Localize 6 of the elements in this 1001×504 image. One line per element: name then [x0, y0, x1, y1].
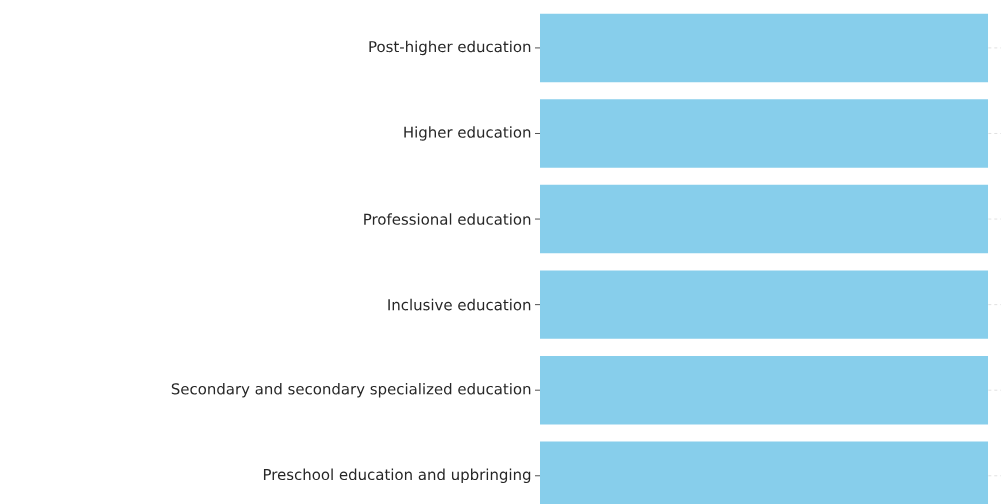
y-tick-label: Professional education [364, 213, 531, 225]
y-tick-label: Higher education [404, 126, 531, 141]
y-tick-label: Preschool education and upbringing [263, 468, 531, 483]
y-tick-label: Secondary and secondary specialized education [171, 382, 531, 398]
y-tick-label: Post-higher education [369, 40, 531, 56]
y-tick-label: Inclusive education [388, 298, 531, 311]
